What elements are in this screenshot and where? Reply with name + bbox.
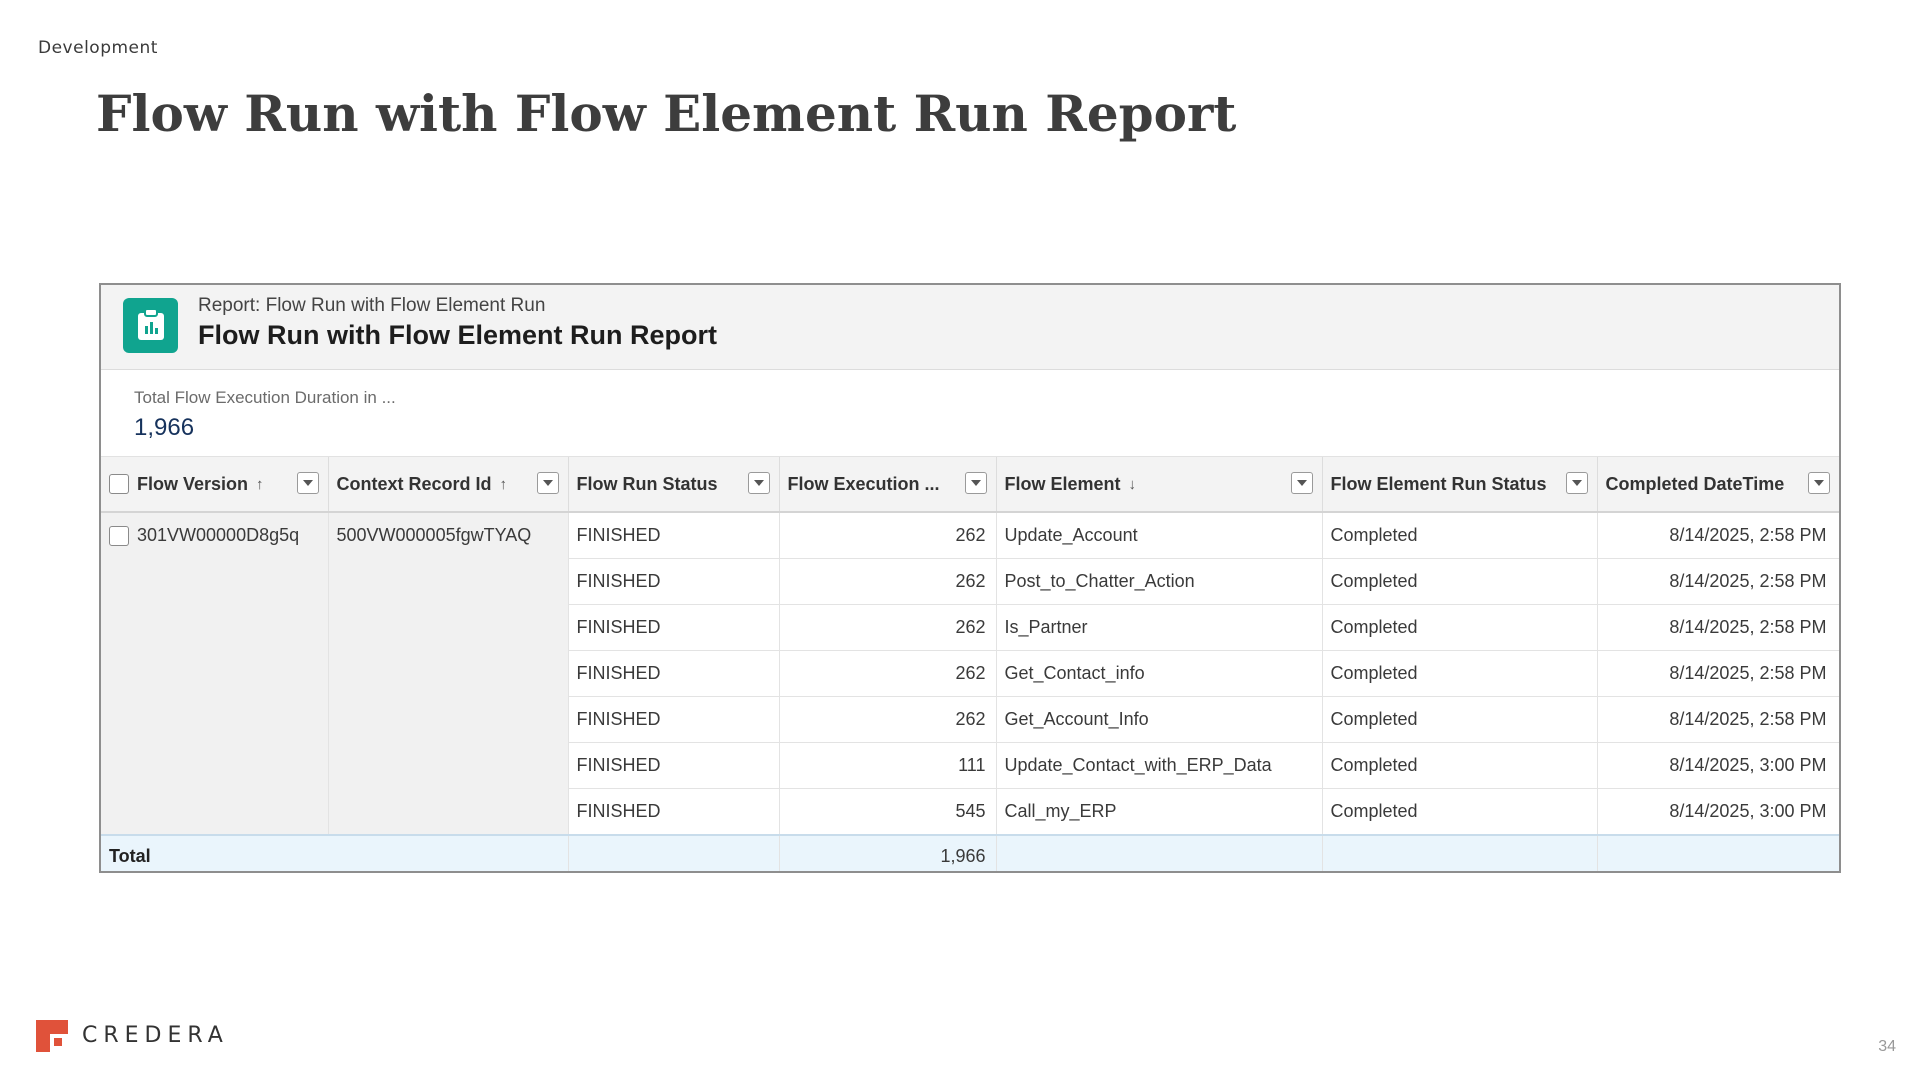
table-row: FINISHED 262 Get_Contact_info Completed … (101, 650, 1839, 697)
flow-execution-cell: 111 (779, 742, 997, 789)
column-label: Flow Element Run Status (1330, 473, 1547, 494)
element-run-status-cell: Completed (1322, 604, 1598, 651)
column-label: Context Record Id (336, 473, 492, 494)
column-header-flow-element-run-status[interactable]: Flow Element Run Status (1322, 457, 1598, 513)
completed-datetime-cell: 8/14/2025, 3:00 PM (1597, 788, 1839, 836)
brand-wordmark: CREDERA (82, 1023, 229, 1048)
group-cell-flow-version: 301VW00000D8g5q (101, 512, 329, 836)
flow-element-cell: Call_my_ERP (996, 788, 1323, 836)
completed-datetime-cell: 8/14/2025, 2:58 PM (1597, 512, 1839, 559)
flow-element-cell: Post_to_Chatter_Action (996, 558, 1323, 605)
column-label: Flow Element (1004, 473, 1121, 494)
section-label: Development (38, 38, 158, 58)
column-header-flow-version[interactable]: Flow Version ↑ (101, 457, 329, 513)
report-header: Report: Flow Run with Flow Element Run F… (101, 285, 1839, 370)
sort-asc-icon: ↑ (499, 475, 508, 493)
flow-execution-cell: 262 (779, 558, 997, 605)
flow-run-status-cell: FINISHED (568, 696, 780, 743)
element-run-status-cell: Completed (1322, 742, 1598, 789)
flow-run-status-cell: FINISHED (568, 650, 780, 697)
table-header-row: Flow Version ↑ Context Record Id ↑ Flow Ru… (101, 457, 1839, 513)
table-row: FINISHED 111 Update_Contact_with_ERP_Dat… (101, 742, 1839, 789)
table-row: FINISHED 262 Get_Account_Info Completed … (101, 696, 1839, 743)
column-label: Completed DateTime (1605, 473, 1785, 494)
column-header-flow-execution[interactable]: Flow Execution ... (779, 457, 997, 513)
row-checkbox[interactable] (109, 526, 129, 547)
summary-value: 1,966 (134, 414, 195, 441)
flow-run-status-cell: FINISHED (568, 742, 780, 789)
sort-asc-icon: ↑ (256, 475, 264, 493)
report-clipboard-icon (123, 298, 178, 353)
element-run-status-cell: Completed (1322, 650, 1598, 697)
sort-desc-icon: ↓ (1128, 475, 1137, 493)
flow-element-cell: Get_Account_Info (996, 696, 1323, 743)
total-label: Total (101, 834, 569, 871)
column-label: Flow Run Status (576, 473, 718, 494)
total-empty-cell (568, 834, 780, 871)
total-empty-cell (1322, 834, 1598, 871)
column-menu-button[interactable] (1565, 472, 1588, 494)
summary-metric: Total Flow Execution Duration in ... 1,9… (101, 370, 1839, 457)
completed-datetime-cell: 8/14/2025, 2:58 PM (1597, 696, 1839, 743)
column-menu-button[interactable] (1807, 472, 1830, 494)
column-header-completed-datetime[interactable]: Completed DateTime (1597, 457, 1839, 513)
flow-run-status-cell: FINISHED (568, 558, 780, 605)
flow-element-cell: Update_Account (996, 512, 1323, 559)
table-row: 301VW00000D8g5q 500VW000005fgwTYAQ FINIS… (101, 512, 1839, 836)
report-panel: Report: Flow Run with Flow Element Run F… (99, 283, 1841, 873)
flow-version-value: 301VW00000D8g5q (137, 525, 300, 545)
column-menu-button[interactable] (1290, 472, 1313, 494)
flow-execution-cell: 262 (779, 604, 997, 651)
flow-execution-cell: 545 (779, 788, 997, 836)
page-number: 34 (1878, 1038, 1896, 1055)
report-title: Flow Run with Flow Element Run Report (198, 320, 717, 350)
completed-datetime-cell: 8/14/2025, 2:58 PM (1597, 650, 1839, 697)
element-run-status-cell: Completed (1322, 696, 1598, 743)
column-header-context-record-id[interactable]: Context Record Id ↑ (328, 457, 569, 513)
column-menu-button[interactable] (296, 472, 319, 494)
flow-element-cell: Is_Partner (996, 604, 1323, 651)
report-table: Flow Version ↑ Context Record Id ↑ Flow Ru… (101, 457, 1839, 871)
element-run-status-cell: Completed (1322, 788, 1598, 836)
table-row: FINISHED 262 Post_to_Chatter_Action Comp… (101, 558, 1839, 605)
table-row: FINISHED 262 Is_Partner Completed 8/14/2… (101, 604, 1839, 651)
flow-execution-cell: 262 (779, 696, 997, 743)
column-label: Flow Execution ... (787, 473, 940, 494)
report-kicker: Report: Flow Run with Flow Element Run (198, 295, 546, 316)
group-cell-context-record-id: 500VW000005fgwTYAQ (328, 512, 569, 836)
completed-datetime-cell: 8/14/2025, 2:58 PM (1597, 558, 1839, 605)
column-menu-button[interactable] (964, 472, 987, 494)
column-label: Flow Version (137, 473, 249, 494)
flow-run-status-cell: FINISHED (568, 788, 780, 836)
summary-label: Total Flow Execution Duration in ... (134, 388, 396, 407)
flow-run-status-cell: FINISHED (568, 604, 780, 651)
flow-execution-cell: 262 (779, 512, 997, 559)
column-header-flow-run-status[interactable]: Flow Run Status (568, 457, 780, 513)
select-all-checkbox[interactable] (109, 474, 129, 495)
column-header-flow-element[interactable]: Flow Element ↓ (996, 457, 1323, 513)
completed-datetime-cell: 8/14/2025, 2:58 PM (1597, 604, 1839, 651)
flow-element-cell: Get_Contact_info (996, 650, 1323, 697)
column-menu-button[interactable] (747, 472, 770, 494)
total-empty-cell (1597, 834, 1839, 871)
total-row: Total 1,966 (101, 834, 1839, 871)
element-run-status-cell: Completed (1322, 558, 1598, 605)
flow-element-cell: Update_Contact_with_ERP_Data (996, 742, 1323, 789)
slide-title: Flow Run with Flow Element Run Report (96, 84, 1237, 143)
element-run-status-cell: Completed (1322, 512, 1598, 559)
credera-logo-icon (36, 1020, 68, 1052)
column-menu-button[interactable] (536, 472, 559, 494)
total-empty-cell (996, 834, 1323, 871)
flow-run-status-cell: FINISHED (568, 512, 780, 559)
total-duration: 1,966 (779, 834, 997, 871)
completed-datetime-cell: 8/14/2025, 3:00 PM (1597, 742, 1839, 789)
flow-execution-cell: 262 (779, 650, 997, 697)
